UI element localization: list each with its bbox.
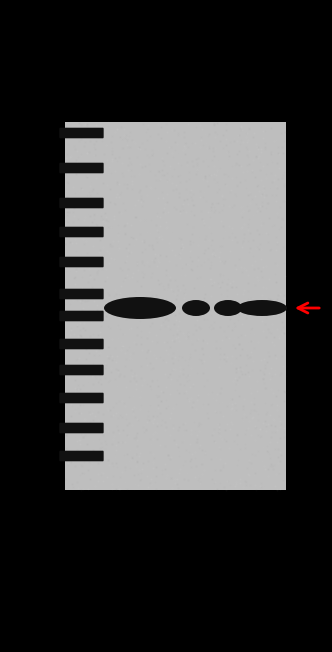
Ellipse shape [104,297,176,319]
FancyBboxPatch shape [59,289,104,299]
FancyBboxPatch shape [59,338,104,349]
FancyBboxPatch shape [59,393,104,404]
Ellipse shape [182,300,210,316]
FancyBboxPatch shape [59,364,104,376]
FancyBboxPatch shape [59,227,104,237]
FancyBboxPatch shape [59,311,104,321]
Bar [65,122,286,490]
FancyBboxPatch shape [59,128,104,138]
Ellipse shape [237,300,287,316]
Ellipse shape [214,300,242,316]
FancyBboxPatch shape [59,451,104,462]
FancyBboxPatch shape [59,198,104,208]
FancyBboxPatch shape [59,257,104,267]
FancyBboxPatch shape [59,163,104,173]
FancyBboxPatch shape [59,422,104,434]
